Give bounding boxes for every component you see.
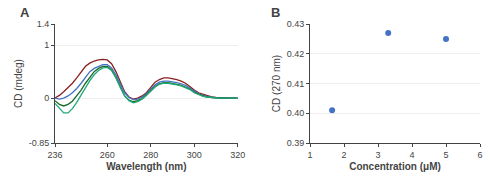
svg-text:0.40: 0.40 bbox=[287, 108, 305, 118]
svg-text:320: 320 bbox=[230, 150, 245, 160]
svg-text:Wavelength (nm): Wavelength (nm) bbox=[106, 161, 186, 172]
svg-text:0.42: 0.42 bbox=[287, 49, 305, 59]
svg-text:Concentration (μM): Concentration (μM) bbox=[349, 161, 441, 172]
svg-text:4: 4 bbox=[409, 150, 414, 160]
svg-text:300: 300 bbox=[187, 150, 202, 160]
svg-text:B: B bbox=[271, 5, 280, 20]
svg-text:1: 1 bbox=[307, 150, 312, 160]
svg-text:-0.85: -0.85 bbox=[29, 138, 50, 148]
svg-text:2: 2 bbox=[341, 150, 346, 160]
svg-text:236: 236 bbox=[47, 150, 62, 160]
svg-text:1.4: 1.4 bbox=[37, 19, 50, 29]
svg-text:A: A bbox=[20, 5, 30, 20]
svg-text:280: 280 bbox=[143, 150, 158, 160]
svg-text:5: 5 bbox=[443, 150, 448, 160]
svg-text:0.39: 0.39 bbox=[287, 138, 305, 148]
svg-text:0.41: 0.41 bbox=[287, 79, 305, 89]
svg-text:0.43: 0.43 bbox=[287, 19, 305, 29]
svg-text:CD (270 nm): CD (270 nm) bbox=[271, 55, 282, 112]
svg-text:3: 3 bbox=[375, 150, 380, 160]
svg-text:CD (mdeg): CD (mdeg) bbox=[13, 59, 24, 108]
svg-text:260: 260 bbox=[100, 150, 115, 160]
svg-text:6: 6 bbox=[477, 150, 482, 160]
svg-text:0: 0 bbox=[44, 93, 49, 103]
svg-text:1: 1 bbox=[44, 40, 49, 50]
